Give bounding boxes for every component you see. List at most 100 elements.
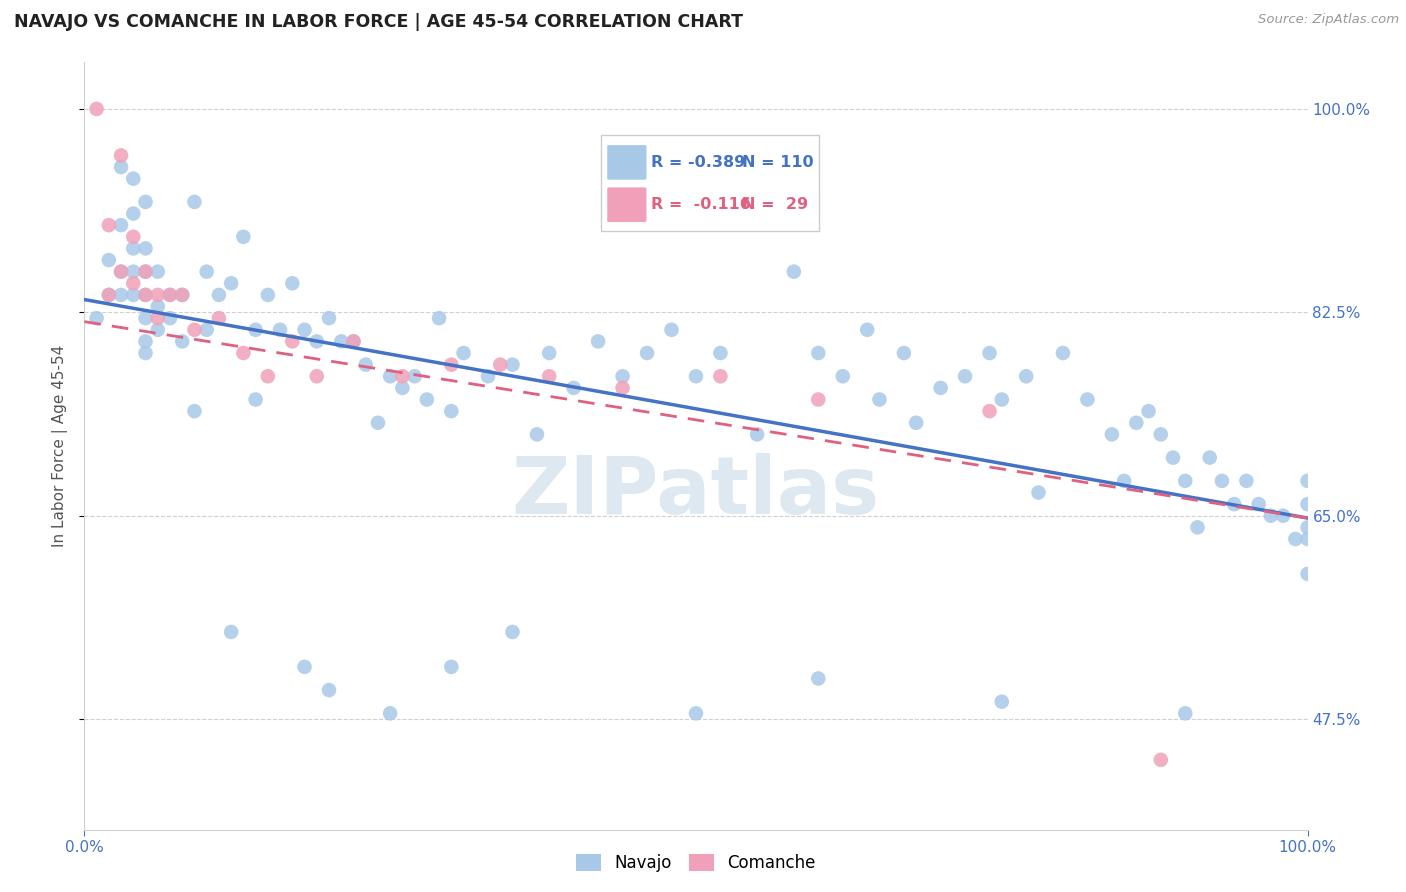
Point	[1076, 392, 1098, 407]
Point	[440, 660, 463, 674]
Point	[953, 369, 976, 384]
Text: ZIPatlas: ZIPatlas	[512, 453, 880, 531]
Point	[159, 288, 181, 302]
Point	[305, 334, 328, 349]
Text: R = -0.389: R = -0.389	[651, 155, 745, 169]
Point	[1114, 474, 1136, 488]
Legend: Navajo, Comanche: Navajo, Comanche	[569, 847, 823, 879]
Point	[1174, 474, 1197, 488]
Point	[318, 311, 340, 326]
Point	[146, 311, 169, 326]
Point	[257, 369, 280, 384]
Point	[991, 392, 1014, 407]
Point	[1296, 566, 1319, 581]
Point	[831, 369, 853, 384]
Point	[1137, 404, 1160, 418]
Point	[489, 358, 512, 372]
Point	[1223, 497, 1246, 511]
Point	[135, 265, 157, 279]
Point	[502, 624, 524, 639]
Point	[122, 288, 145, 302]
Y-axis label: In Labor Force | Age 45-54: In Labor Force | Age 45-54	[52, 345, 69, 547]
Point	[159, 288, 181, 302]
Point	[1211, 474, 1233, 488]
Point	[172, 288, 194, 302]
Point	[318, 683, 340, 698]
Point	[391, 369, 413, 384]
Point	[122, 241, 145, 255]
Point	[208, 311, 231, 326]
Point	[245, 323, 267, 337]
Point	[502, 358, 524, 372]
Point	[979, 404, 1001, 418]
Point	[97, 253, 120, 268]
Point	[367, 416, 389, 430]
Point	[110, 160, 132, 174]
Point	[856, 323, 879, 337]
Point	[661, 323, 683, 337]
Point	[427, 311, 450, 326]
Point	[1272, 508, 1295, 523]
Point	[146, 288, 169, 302]
Point	[807, 672, 830, 686]
Point	[110, 218, 132, 232]
Point	[1198, 450, 1220, 465]
Point	[135, 288, 157, 302]
Point	[380, 706, 402, 721]
Point	[122, 265, 145, 279]
Point	[97, 288, 120, 302]
Point	[219, 277, 242, 291]
Point	[636, 346, 658, 360]
Point	[110, 288, 132, 302]
Point	[135, 265, 157, 279]
Text: N = 110: N = 110	[742, 155, 814, 169]
Point	[477, 369, 499, 384]
Point	[86, 311, 108, 326]
Text: Source: ZipAtlas.com: Source: ZipAtlas.com	[1258, 13, 1399, 27]
Point	[135, 334, 157, 349]
Point	[1125, 416, 1147, 430]
Point	[183, 404, 205, 418]
Point	[232, 229, 254, 244]
Point	[342, 334, 364, 349]
Point	[135, 194, 157, 209]
Point	[122, 206, 145, 220]
FancyBboxPatch shape	[607, 145, 647, 179]
Point	[979, 346, 1001, 360]
Point	[380, 369, 402, 384]
Point	[1247, 497, 1270, 511]
Point	[135, 311, 157, 326]
Point	[1150, 753, 1173, 767]
Point	[538, 346, 561, 360]
FancyBboxPatch shape	[607, 187, 647, 222]
Point	[526, 427, 548, 442]
Point	[195, 323, 218, 337]
Text: NAVAJO VS COMANCHE IN LABOR FORCE | AGE 45-54 CORRELATION CHART: NAVAJO VS COMANCHE IN LABOR FORCE | AGE …	[14, 13, 742, 31]
Point	[232, 346, 254, 360]
Point	[183, 194, 205, 209]
Point	[1174, 706, 1197, 721]
Point	[110, 148, 132, 162]
Point	[172, 334, 194, 349]
Point	[709, 369, 731, 384]
Point	[709, 346, 731, 360]
Text: R =  -0.116: R = -0.116	[651, 197, 751, 212]
Point	[391, 381, 413, 395]
Point	[1052, 346, 1074, 360]
Point	[1150, 427, 1173, 442]
Point	[86, 102, 108, 116]
Point	[1296, 497, 1319, 511]
Point	[330, 334, 353, 349]
Point	[929, 381, 952, 395]
Point	[269, 323, 291, 337]
Point	[1015, 369, 1038, 384]
Point	[146, 300, 169, 314]
Point	[342, 334, 364, 349]
Point	[159, 311, 181, 326]
Point	[1187, 520, 1209, 534]
Point	[562, 381, 585, 395]
Point	[893, 346, 915, 360]
Point	[172, 288, 194, 302]
Point	[1296, 532, 1319, 546]
Point	[1101, 427, 1123, 442]
